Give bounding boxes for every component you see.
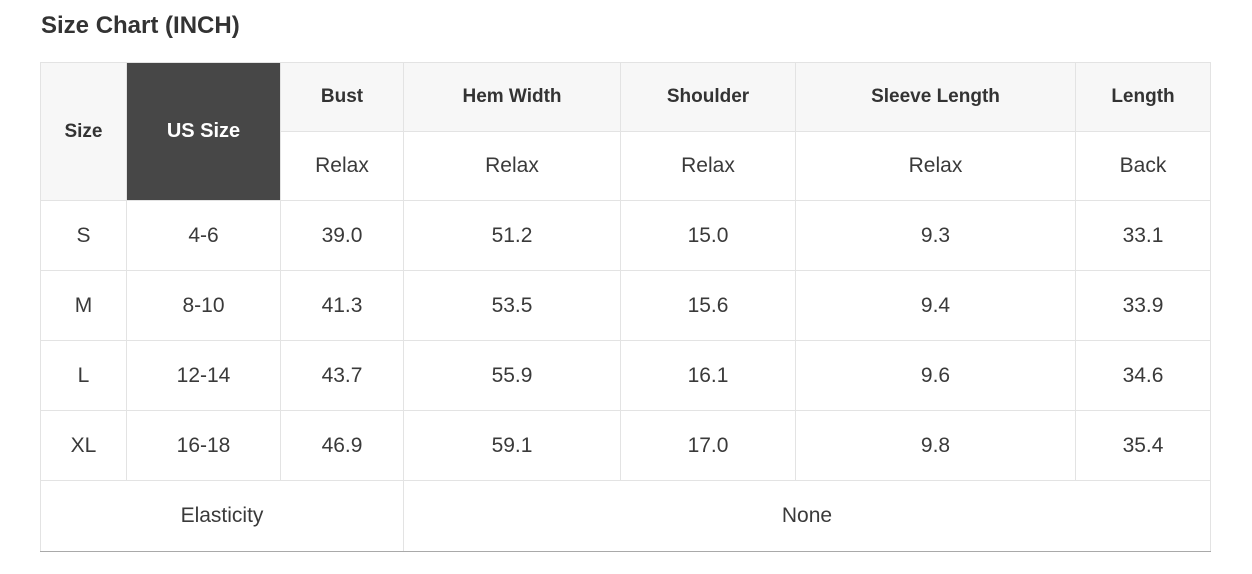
cell-hem-width: 55.9: [403, 340, 621, 411]
cell-sleeve-length: 9.6: [795, 340, 1076, 411]
header-row-main: Size US Size Bust Hem Width Shoulder Sle…: [40, 62, 1211, 201]
cell-size-label: S: [40, 200, 127, 271]
cell-bust: 39.0: [280, 200, 404, 271]
cell-bust: 41.3: [280, 270, 404, 341]
cell-hem-width: 53.5: [403, 270, 621, 341]
table-row-s: S 4-6 39.0 51.2 15.0 9.3 33.1: [40, 200, 1211, 271]
size-chart-table: Size US Size Bust Hem Width Shoulder Sle…: [40, 62, 1211, 552]
cell-us-size: 12-14: [126, 340, 281, 411]
cell-hem-width: 59.1: [403, 410, 621, 481]
header-hem-width: Hem Width: [403, 62, 621, 132]
subheader-shoulder: Relax: [620, 131, 796, 201]
cell-bust: 43.7: [280, 340, 404, 411]
cell-sleeve-length: 9.8: [795, 410, 1076, 481]
cell-length: 33.9: [1075, 270, 1211, 341]
subheader-sleeve-length: Relax: [795, 131, 1076, 201]
cell-us-size: 4-6: [126, 200, 281, 271]
elasticity-label: Elasticity: [40, 480, 404, 552]
cell-bust: 46.9: [280, 410, 404, 481]
cell-shoulder: 17.0: [620, 410, 796, 481]
cell-length: 33.1: [1075, 200, 1211, 271]
cell-sleeve-length: 9.3: [795, 200, 1076, 271]
header-sleeve-length: Sleeve Length: [795, 62, 1076, 132]
header-row-sub: Relax Relax Relax Relax Back: [41, 131, 1211, 201]
header-shoulder: Shoulder: [620, 62, 796, 132]
cell-size-label: M: [40, 270, 127, 341]
header-size: Size: [40, 62, 127, 201]
subheader-bust: Relax: [280, 131, 404, 201]
table-row-m: M 8-10 41.3 53.5 15.6 9.4 33.9: [40, 270, 1211, 341]
table-row-l: L 12-14 43.7 55.9 16.1 9.6 34.6: [40, 340, 1211, 411]
table-row-xl: XL 16-18 46.9 59.1 17.0 9.8 35.4: [40, 410, 1211, 481]
cell-us-size: 8-10: [126, 270, 281, 341]
cell-length: 34.6: [1075, 340, 1211, 411]
cell-hem-width: 51.2: [403, 200, 621, 271]
header-length: Length: [1075, 62, 1211, 132]
header-bust: Bust: [280, 62, 404, 132]
cell-sleeve-length: 9.4: [795, 270, 1076, 341]
page-title: Size Chart (INCH): [41, 12, 240, 39]
cell-length: 35.4: [1075, 410, 1211, 481]
cell-shoulder: 15.6: [620, 270, 796, 341]
cell-shoulder: 15.0: [620, 200, 796, 271]
subheader-length: Back: [1075, 131, 1211, 201]
cell-size-label: L: [40, 340, 127, 411]
cell-size-label: XL: [40, 410, 127, 481]
header-us-size: US Size: [126, 62, 281, 201]
elasticity-row: Elasticity None: [40, 480, 1211, 552]
cell-shoulder: 16.1: [620, 340, 796, 411]
cell-us-size: 16-18: [126, 410, 281, 481]
subheader-hem-width: Relax: [403, 131, 621, 201]
elasticity-value: None: [403, 480, 1211, 552]
